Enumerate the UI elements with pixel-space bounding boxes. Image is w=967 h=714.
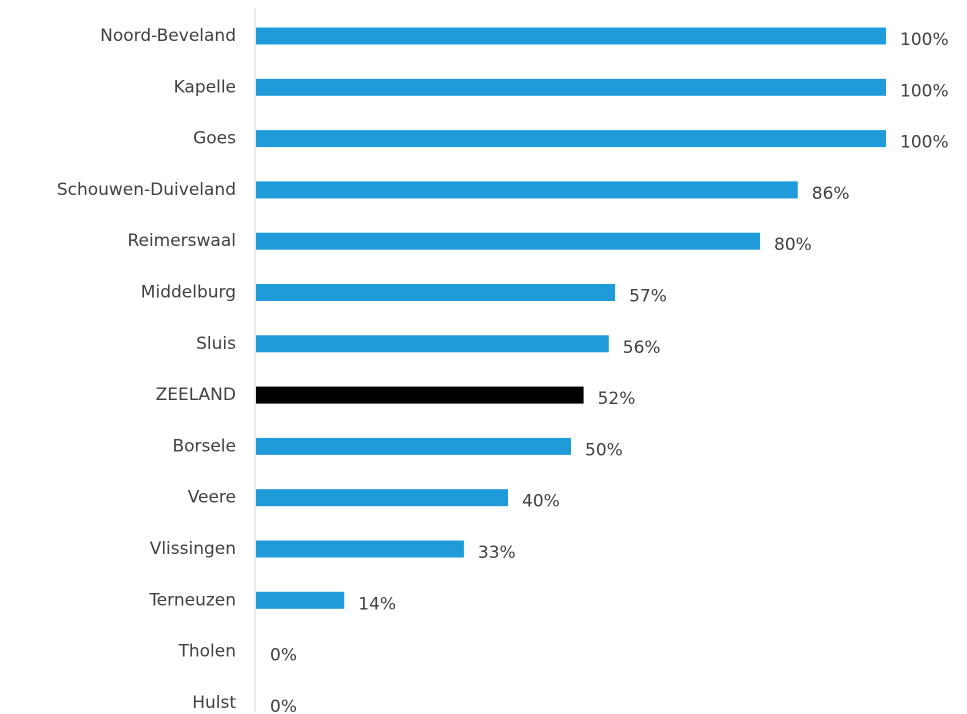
category-label-reimerswaal: Reimerswaal [127,231,236,251]
bar-terneuzen [256,591,345,609]
value-label-sluis: 56% [623,338,661,358]
category-label-vlissingen: Vlissingen [150,539,236,559]
category-label-borsele: Borsele [172,436,236,456]
bar-veere [256,489,508,507]
category-label-middelburg: Middelburg [141,283,236,303]
category-label-schouwen-duiveland: Schouwen-Duiveland [57,180,236,200]
value-label-noord-beveland: 100% [900,30,949,50]
category-label-sluis: Sluis [196,334,236,354]
bar-vlissingen [256,540,464,558]
category-label-terneuzen: Terneuzen [148,590,236,610]
bar-noord-beveland [256,27,886,45]
value-label-goes: 100% [900,133,949,153]
bar-zeeland [256,386,584,404]
bar-middelburg [256,284,616,301]
category-label-zeeland: ZEELAND [156,385,236,405]
value-label-veere: 40% [522,492,560,512]
value-label-vlissingen: 33% [478,543,516,563]
category-label-veere: Veere [188,488,236,508]
value-label-tholen: 0% [270,646,297,666]
value-label-reimerswaal: 80% [774,235,812,255]
value-label-hulst: 0% [270,697,297,714]
bar-schouwen-duiveland [256,181,798,199]
category-label-goes: Goes [193,129,236,149]
value-label-schouwen-duiveland: 86% [812,184,850,204]
bar-reimerswaal [256,232,760,250]
value-label-zeeland: 52% [598,389,636,409]
category-label-kapelle: Kapelle [174,77,236,97]
bar-sluis [256,335,609,353]
value-label-kapelle: 100% [900,81,949,101]
value-label-terneuzen: 14% [358,594,396,614]
category-labels: Noord-Beveland Kapelle Goes Schouwen-Duivel… [57,26,237,713]
category-label-hulst: Hulst [192,693,236,713]
category-label-noord-beveland: Noord-Beveland [100,26,236,46]
value-label-middelburg: 57% [629,287,667,307]
category-label-tholen: Tholen [177,642,236,662]
bar-borsele [256,437,571,455]
value-label-borsele: 50% [585,440,623,460]
bar-goes [256,130,886,148]
value-labels: 100% 100% 100% 86% 80% 57% 56% 52% 50% 40% 33% 14% 0… [270,30,949,714]
bar-kapelle [256,78,886,96]
bars [256,27,886,609]
